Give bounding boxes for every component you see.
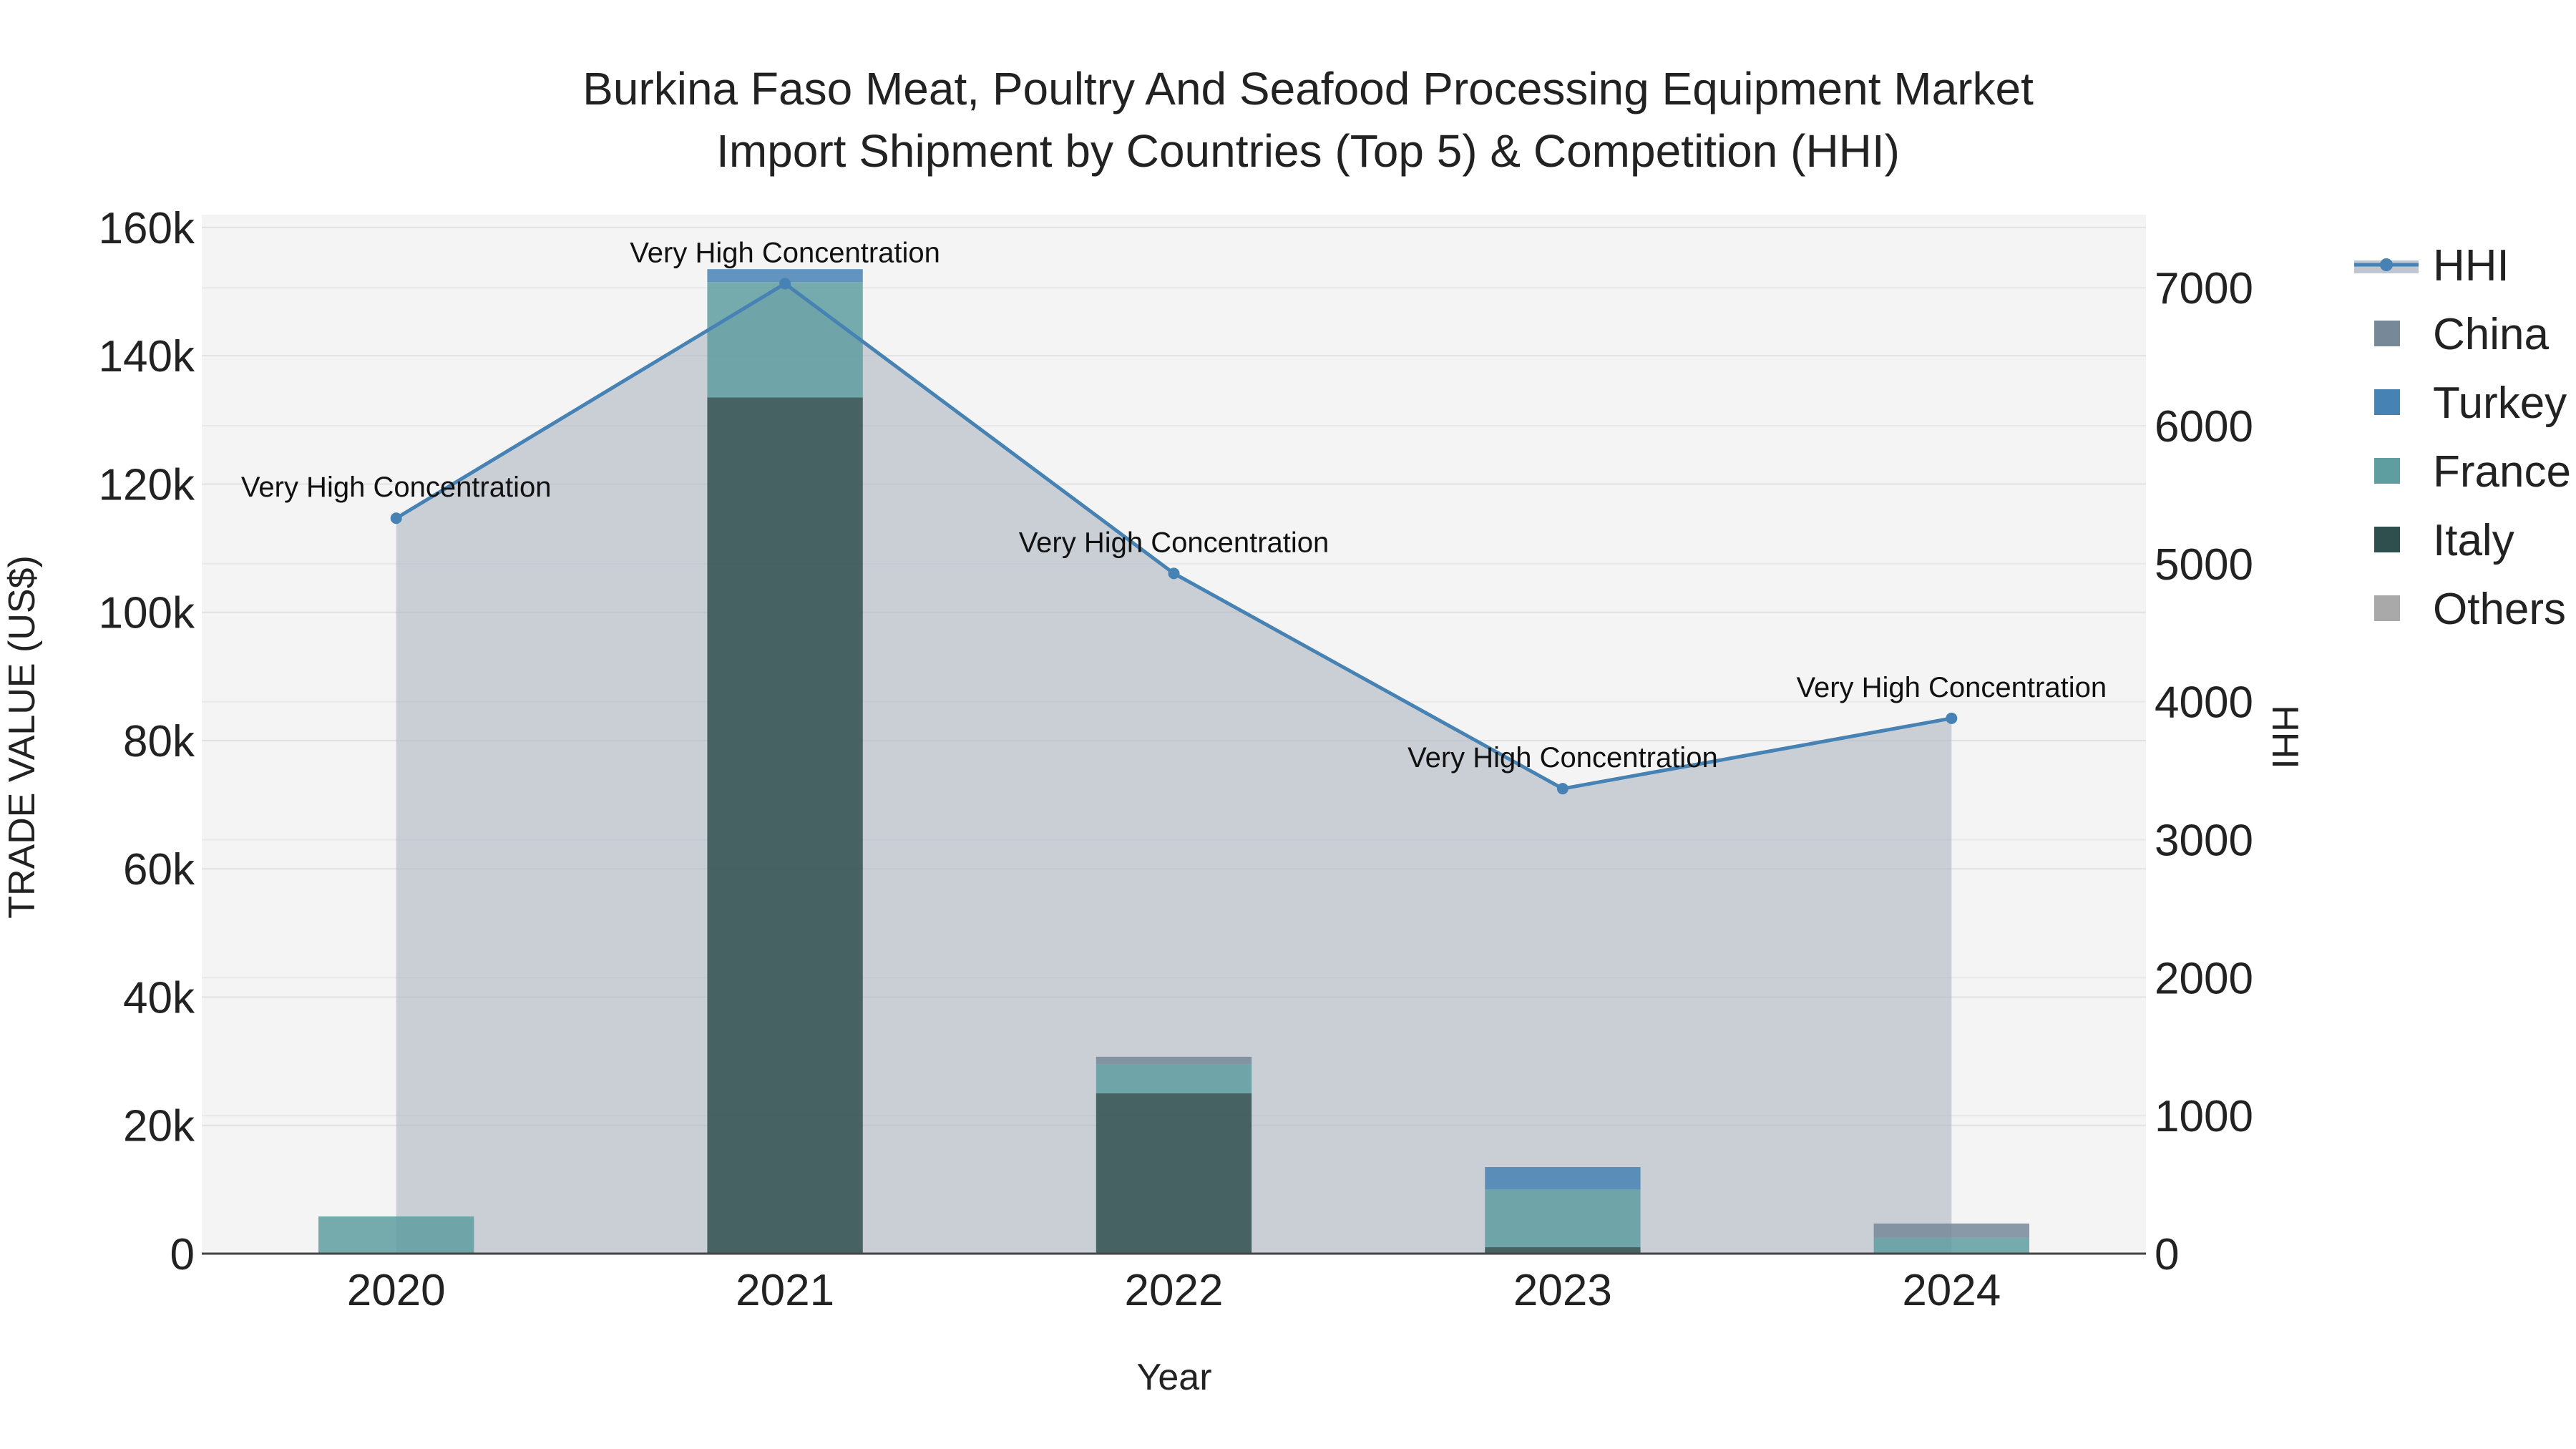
- y-tick-label: 160k: [99, 204, 195, 253]
- bar-turkey-2021: [707, 269, 863, 283]
- y2-tick-label: 0: [2155, 1230, 2179, 1279]
- bar-china-2022: [1096, 1056, 1252, 1065]
- bar-france-2022: [1096, 1064, 1252, 1093]
- hhi-label-2022: Very High Concentration: [1019, 527, 1330, 558]
- x-axis-title: Year: [1136, 1357, 1211, 1398]
- hhi-label-2023: Very High Concentration: [1407, 742, 1718, 774]
- legend-item-hhi[interactable]: HHI: [2354, 241, 2509, 291]
- y-tick-label: 100k: [99, 589, 195, 638]
- legend-item-china[interactable]: China: [2374, 310, 2550, 359]
- legend-swatch-others: [2374, 595, 2400, 621]
- legend-swatch-turkey: [2374, 389, 2400, 415]
- bar-france-2021: [707, 282, 863, 398]
- bar-italy-2022: [1096, 1093, 1252, 1254]
- hhi-point-2021: [779, 278, 791, 290]
- hhi-point-2024: [1946, 712, 1958, 724]
- legend-label-china: China: [2433, 310, 2550, 359]
- hhi-label-2021: Very High Concentration: [630, 237, 940, 268]
- legend-item-italy[interactable]: Italy: [2374, 516, 2514, 565]
- x-tick-label: 2024: [1902, 1266, 2001, 1315]
- y-tick-label: 120k: [99, 460, 195, 509]
- legend: HHI China Turkey France Italy Others: [2354, 241, 2571, 634]
- chart-title-line-2: Import Shipment by Countries (Top 5) & C…: [716, 125, 1900, 177]
- hhi-label-2020: Very High Concentration: [241, 472, 552, 503]
- y-tick-label: 20k: [123, 1102, 195, 1151]
- axis-layer: 0 20k 40k 60k 80k 100k 120k 140k 160k 0 1000 2000 30…: [99, 204, 2253, 1315]
- y2-tick-label: 1000: [2155, 1092, 2253, 1141]
- legend-label-italy: Italy: [2433, 516, 2514, 565]
- y-tick-label: 0: [170, 1230, 195, 1279]
- y-tick-label: 80k: [123, 717, 195, 766]
- y2-tick-label: 4000: [2155, 678, 2253, 728]
- y2-tick-label: 3000: [2155, 816, 2253, 866]
- x-tick-label: 2022: [1125, 1266, 1224, 1315]
- legend-item-france[interactable]: France: [2374, 447, 2571, 497]
- bar-turkey-2023: [1485, 1167, 1641, 1190]
- hhi-point-2020: [390, 512, 402, 525]
- hhi-label-2024: Very High Concentration: [1797, 672, 2107, 703]
- y2-tick-label: 2000: [2155, 954, 2253, 1003]
- chart-title-line-1: Burkina Faso Meat, Poultry And Seafood P…: [582, 63, 2034, 114]
- legend-label-others: Others: [2433, 585, 2566, 634]
- bar-france-2020: [318, 1216, 474, 1254]
- legend-swatch-france: [2374, 458, 2400, 484]
- hhi-line-layer: Very High Concentration Very High Concent…: [241, 237, 2107, 795]
- bar-france-2023: [1485, 1189, 1641, 1248]
- y2-tick-label: 7000: [2155, 264, 2253, 313]
- y2-axis-title: HHI: [2264, 705, 2306, 769]
- legend-swatch-italy: [2374, 527, 2400, 552]
- legend-swatch-hhi-marker: [2380, 258, 2393, 271]
- legend-item-turkey[interactable]: Turkey: [2374, 379, 2567, 428]
- legend-item-others[interactable]: Others: [2374, 585, 2566, 634]
- bar-italy-2023: [1485, 1247, 1641, 1254]
- x-tick-label: 2020: [347, 1266, 446, 1315]
- y2-tick-label: 6000: [2155, 402, 2253, 452]
- x-tick-label: 2023: [1513, 1266, 1612, 1315]
- hhi-point-2022: [1168, 567, 1180, 580]
- y-tick-label: 60k: [123, 845, 195, 894]
- y-tick-label: 40k: [123, 973, 195, 1023]
- legend-swatch-china: [2374, 321, 2400, 346]
- legend-label-france: France: [2433, 447, 2571, 497]
- x-tick-label: 2021: [736, 1266, 834, 1315]
- hhi-point-2023: [1556, 783, 1568, 795]
- legend-label-turkey: Turkey: [2433, 379, 2567, 428]
- bar-france-2024: [1873, 1237, 2029, 1254]
- y2-tick-label: 5000: [2155, 540, 2253, 590]
- y-tick-label: 140k: [99, 332, 195, 381]
- bar-layer: [318, 269, 2029, 1254]
- bar-italy-2021: [707, 397, 863, 1254]
- y-axis-title: TRADE VALUE (US$): [1, 555, 43, 919]
- legend-label-hhi: HHI: [2433, 241, 2509, 291]
- bar-china-2024: [1873, 1223, 2029, 1238]
